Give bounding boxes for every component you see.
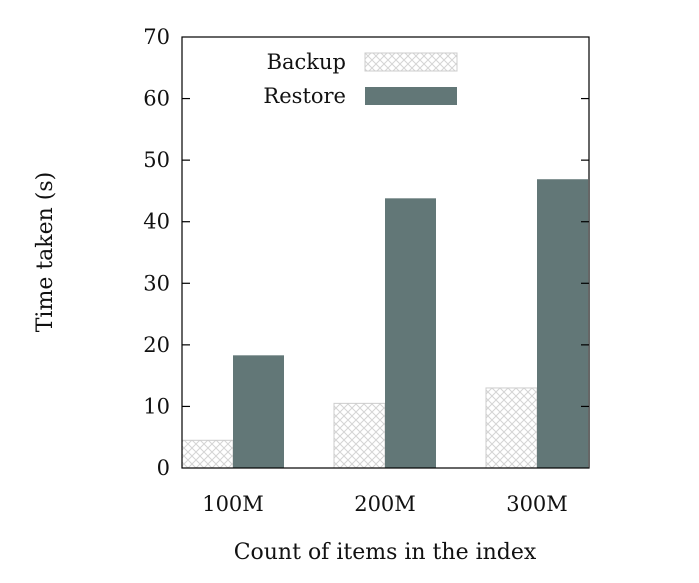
y-tick-label: 0	[157, 456, 170, 480]
bar-backup-300m	[485, 387, 538, 469]
x-axis-title: Count of items in the index	[234, 540, 537, 565]
y-tick-label: 70	[143, 25, 170, 49]
bar-backup-200m	[333, 402, 386, 469]
x-tick-label: 300M	[506, 492, 568, 516]
y-axis-title: Time taken (s)	[33, 172, 58, 333]
plot-frame	[181, 36, 590, 469]
y-tick-label: 40	[143, 210, 170, 234]
legend-label-restore: Restore	[263, 84, 346, 108]
bar-backup-100m	[181, 439, 234, 469]
y-tick-label: 10	[143, 394, 170, 418]
y-tick-label: 20	[143, 333, 170, 357]
x-tick-label: 200M	[354, 492, 416, 516]
y-tick-label: 30	[143, 271, 170, 295]
y-tick-label: 60	[143, 87, 170, 111]
bar-restore-300m	[537, 179, 588, 469]
legend-swatch-restore	[365, 87, 457, 105]
legend-swatch-backup	[364, 52, 458, 72]
y-tick-label: 50	[143, 148, 170, 172]
x-tick-label: 100M	[202, 492, 264, 516]
bar-restore-200m	[385, 198, 436, 468]
legend-label-backup: Backup	[267, 50, 346, 74]
bar-restore-100m	[233, 355, 284, 468]
